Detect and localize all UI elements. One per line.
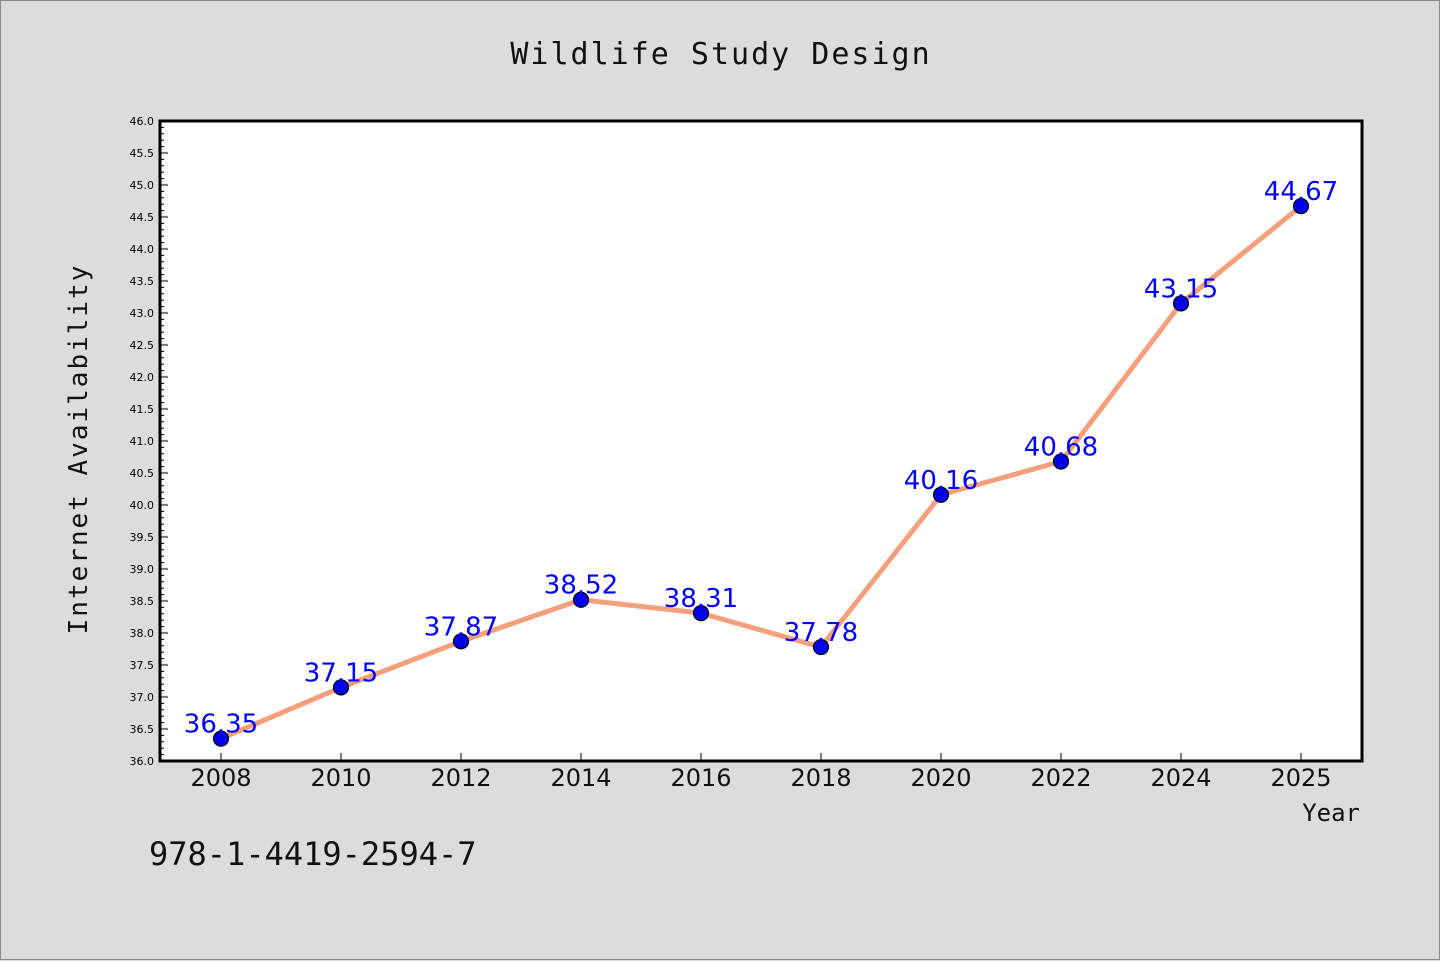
x-tick-label: 2020 — [910, 764, 971, 792]
y-tick-label: 39.5 — [130, 531, 155, 544]
y-tick-label: 42.0 — [130, 371, 155, 384]
series-markers-group — [212, 198, 1310, 747]
y-tick-label: 43.0 — [130, 307, 155, 320]
x-tick-label: 2012 — [430, 764, 491, 792]
x-tick-label: 2024 — [1150, 764, 1211, 792]
data-label: 40.16 — [904, 466, 978, 496]
data-label: 38.52 — [544, 571, 618, 601]
x-tick-label: 2018 — [790, 764, 851, 792]
data-label: 37.78 — [784, 618, 858, 648]
y-tick-label: 40.0 — [130, 499, 155, 512]
data-label: 38.31 — [664, 584, 738, 614]
y-tick-label: 37.5 — [130, 659, 155, 672]
data-point — [212, 730, 230, 747]
x-tick-label: 2016 — [670, 764, 731, 792]
y-tick-label: 45.5 — [130, 147, 155, 160]
y-tick-label: 42.5 — [130, 339, 155, 352]
y-tick-label: 40.5 — [130, 467, 155, 480]
y-tick-label: 36.0 — [130, 755, 155, 768]
y-tick-label: 36.5 — [130, 723, 155, 736]
y-axis: 36.0 36.5 37.0 37.5 38.0 38.5 39.0 39.5 40.0 40.5… — [130, 115, 168, 768]
x-tick-label: 2014 — [550, 764, 611, 792]
y-tick-label: 41.0 — [130, 435, 155, 448]
series-line — [218, 203, 1304, 742]
data-point — [572, 591, 590, 608]
footnote-isbn: 978-1-4419-2594-7 — [149, 835, 477, 873]
series-line-group — [218, 203, 1304, 742]
data-point — [1172, 295, 1190, 312]
y-tick-label: 41.5 — [130, 403, 155, 416]
data-point — [812, 638, 830, 656]
y-tick-label: 43.5 — [130, 275, 155, 288]
x-tick-label: 2010 — [310, 764, 371, 792]
y-tick-label: 45.0 — [130, 179, 155, 192]
plot-area — [158, 119, 1364, 763]
data-point — [452, 633, 470, 650]
x-axis: 2008 2010 2012 2014 2016 2018 2020 2022 2024 2025 — [190, 753, 1332, 792]
data-point — [332, 679, 350, 696]
data-point — [1292, 198, 1310, 215]
y-tick-label: 38.0 — [130, 627, 155, 640]
y-tick-label: 39.0 — [130, 563, 155, 576]
data-label: 36.35 — [184, 710, 258, 740]
y-tick-label: 46.0 — [130, 115, 155, 128]
chart-title: Wildlife Study Design — [510, 37, 931, 72]
y-tick-label: 38.5 — [130, 595, 155, 608]
data-point — [692, 605, 710, 622]
data-labels-group: 36.35 37.15 37.87 38.52 38.31 37.78 40.16 40.68… — [184, 177, 1338, 739]
x-tick-label: 2025 — [1270, 764, 1331, 792]
data-label: 43.15 — [1144, 274, 1218, 304]
data-point — [1052, 453, 1070, 470]
x-tick-label: 2022 — [1030, 764, 1091, 792]
x-axis-label: Year — [1302, 799, 1360, 827]
data-label: 40.68 — [1024, 432, 1098, 462]
data-label: 37.87 — [424, 612, 498, 642]
y-tick-label: 37.0 — [130, 691, 155, 704]
data-label: 37.15 — [304, 658, 378, 688]
x-tick-label: 2008 — [190, 764, 251, 792]
data-label: 44.67 — [1264, 177, 1338, 207]
y-tick-label: 44.0 — [130, 243, 155, 256]
y-tick-label: 44.5 — [130, 211, 155, 224]
y-axis-label: Internet Availability — [64, 264, 94, 635]
data-point — [932, 486, 950, 503]
